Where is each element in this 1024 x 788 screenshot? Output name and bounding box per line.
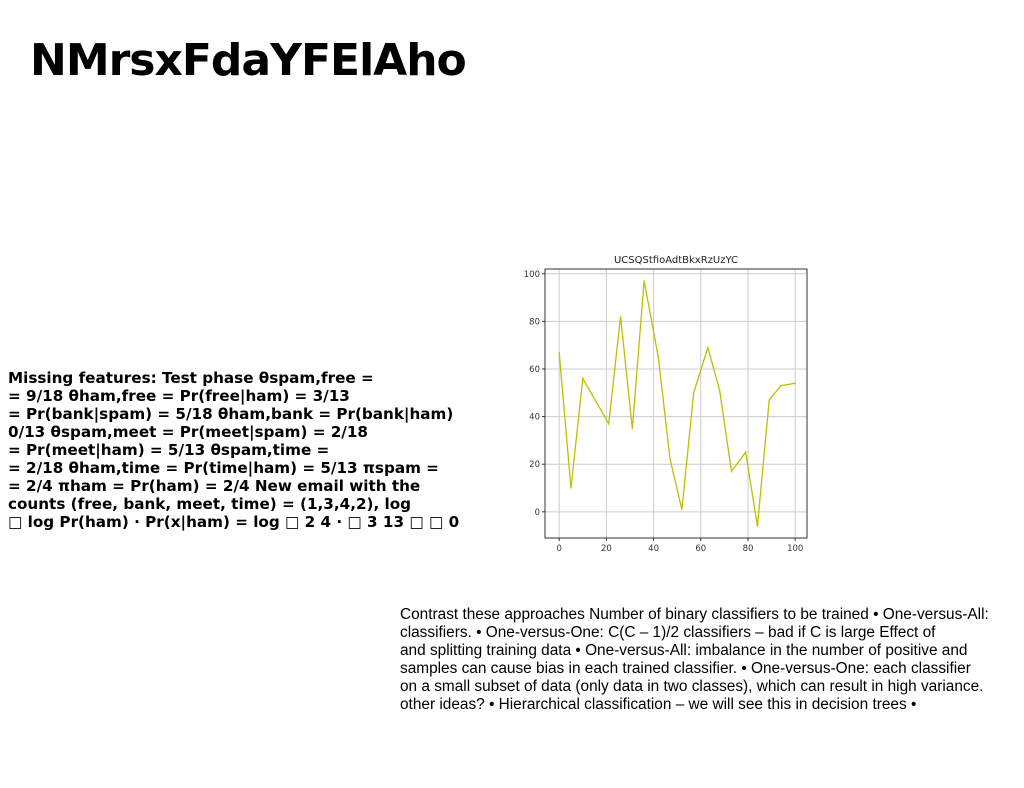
left-text-block: Missing features: Test phase θspam,free … xyxy=(8,369,508,531)
data-point xyxy=(669,458,671,461)
left-text-line: Missing features: Test phase θspam,free … xyxy=(8,369,374,387)
x-tick-label: 100 xyxy=(787,544,803,554)
right-text-line: classifiers. • One-versus-One: C(C – 1)/… xyxy=(400,624,936,641)
left-text-line: 0/13 θspam,meet = Pr(meet|spam) = 2/18 xyxy=(8,423,368,441)
chart-grid xyxy=(545,269,807,538)
data-point xyxy=(619,316,622,318)
data-point xyxy=(707,346,709,349)
data-point xyxy=(693,392,695,394)
y-tick-label: 40 xyxy=(529,413,540,423)
data-point xyxy=(570,487,572,489)
y-tick-label: 20 xyxy=(529,460,540,470)
left-text-line: = 9/18 θham,free = Pr(free|ham) = 3/13 xyxy=(8,387,350,405)
left-text-line: □ log Pr(ham) · Pr(x|ham) = log □ 2 4 · … xyxy=(8,513,460,531)
series-line xyxy=(558,280,796,527)
right-text-line: other ideas? • Hierarchical classificati… xyxy=(400,696,917,713)
left-text-line: counts (free, bank, meet, time) = (1,3,4… xyxy=(8,495,412,513)
data-point xyxy=(631,427,633,430)
y-tick-label: 80 xyxy=(529,317,540,327)
x-tick-label: 0 xyxy=(556,544,561,554)
left-text-line: = 2/18 θham,time = Pr(time|ham) = 5/13 π… xyxy=(8,459,439,477)
data-point xyxy=(657,356,659,358)
right-text-line: samples can cause bias in each trained c… xyxy=(400,660,971,677)
data-point xyxy=(643,280,645,282)
left-text-line: = 2/4 πham = Pr(ham) = 2/4 New email wit… xyxy=(8,477,421,495)
left-text-line: = Pr(meet|ham) = 5/13 θspam,time = xyxy=(8,441,330,459)
right-text-line: on a small subset of data (only data in … xyxy=(400,678,984,695)
chart-ticks: 0 20 40 60 80 100 0 20 40 60 80 100 xyxy=(524,270,804,554)
y-tick-label: 60 xyxy=(529,365,540,375)
data-point xyxy=(608,423,610,425)
x-tick-label: 20 xyxy=(601,544,612,554)
data-point xyxy=(780,385,782,387)
left-text-line: = Pr(bank|spam) = 5/18 θham,bank = Pr(ba… xyxy=(8,405,454,423)
chart-title: UCSQStfioAdtBkxRzUzYC xyxy=(614,255,738,266)
y-tick-label: 0 xyxy=(535,508,540,518)
right-text-line: and splitting training data • One-versus… xyxy=(400,642,968,659)
line-chart: UCSQStfioAdtBkxRzUzYC 0 20 40 60 80 100 0 20 40 6… xyxy=(524,255,808,554)
x-tick-label: 40 xyxy=(648,544,659,554)
data-point xyxy=(745,451,747,453)
data-point xyxy=(756,525,759,527)
data-point xyxy=(719,389,721,392)
y-tick-label: 100 xyxy=(524,270,540,280)
data-point xyxy=(730,470,733,472)
data-point xyxy=(582,377,584,380)
chart-series xyxy=(558,280,796,527)
right-text-block: Contrast these approaches Number of bina… xyxy=(400,606,1016,714)
data-point xyxy=(681,508,683,511)
data-point xyxy=(558,351,560,353)
data-point xyxy=(768,399,770,401)
right-text-line: Contrast these approaches Number of bina… xyxy=(400,606,989,623)
x-tick-label: 80 xyxy=(743,544,754,554)
data-point xyxy=(794,382,796,384)
x-tick-label: 60 xyxy=(695,544,706,554)
plot-frame xyxy=(544,268,808,539)
slide-title: NMrsxFdaYFElAho xyxy=(30,35,467,86)
